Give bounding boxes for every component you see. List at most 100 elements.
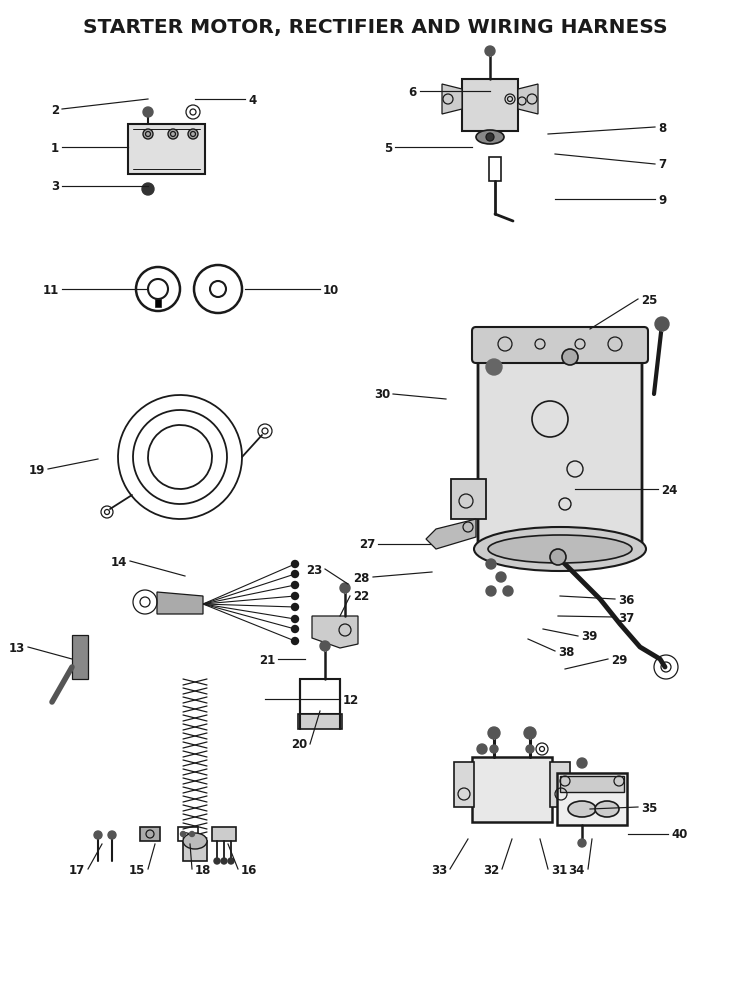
Text: 29: 29 [611, 653, 627, 666]
Text: 25: 25 [641, 293, 657, 307]
Bar [454, 762, 474, 808]
Text: 19: 19 [28, 463, 45, 476]
Text: 6: 6 [409, 86, 417, 99]
Circle shape [108, 831, 116, 839]
Circle shape [526, 745, 534, 753]
Circle shape [496, 573, 506, 583]
Text: 36: 36 [618, 593, 634, 605]
Circle shape [292, 603, 298, 611]
Circle shape [292, 638, 298, 645]
Ellipse shape [595, 802, 619, 817]
Text: 21: 21 [259, 653, 275, 666]
Polygon shape [312, 616, 358, 649]
Circle shape [143, 130, 153, 140]
Polygon shape [72, 635, 88, 679]
Bar [298, 714, 342, 730]
Text: 22: 22 [353, 590, 369, 602]
Text: 16: 16 [241, 863, 257, 876]
Circle shape [655, 317, 669, 331]
Polygon shape [426, 520, 476, 549]
Circle shape [490, 745, 498, 753]
Bar [489, 158, 501, 181]
Text: 30: 30 [374, 388, 390, 401]
Text: 4: 4 [248, 94, 256, 106]
Circle shape [292, 561, 298, 568]
Bar [212, 827, 236, 841]
Circle shape [562, 350, 578, 366]
Circle shape [292, 593, 298, 599]
Text: 23: 23 [306, 563, 322, 576]
Circle shape [485, 47, 495, 57]
Circle shape [94, 831, 102, 839]
Circle shape [292, 571, 298, 578]
Circle shape [292, 616, 298, 623]
Text: 24: 24 [661, 483, 677, 496]
Circle shape [477, 744, 487, 754]
Circle shape [486, 360, 502, 376]
Bar [183, 841, 207, 861]
Bar [472, 757, 552, 822]
Text: 39: 39 [581, 630, 597, 643]
Text: 34: 34 [568, 863, 585, 876]
Text: 10: 10 [323, 283, 339, 296]
Text: 8: 8 [658, 121, 666, 134]
Ellipse shape [474, 528, 646, 572]
Text: 38: 38 [558, 645, 574, 658]
Text: 17: 17 [69, 863, 85, 876]
Text: 1: 1 [51, 141, 59, 155]
Text: 3: 3 [51, 180, 59, 193]
Polygon shape [157, 593, 203, 614]
Bar [128, 125, 205, 175]
Polygon shape [442, 85, 462, 115]
Circle shape [578, 839, 586, 847]
Text: 31: 31 [551, 863, 567, 876]
Circle shape [340, 584, 350, 594]
Circle shape [143, 107, 153, 118]
Text: 20: 20 [291, 738, 307, 750]
Circle shape [292, 582, 298, 589]
Ellipse shape [183, 833, 207, 849]
Text: 33: 33 [430, 863, 447, 876]
Text: 28: 28 [353, 571, 370, 584]
Text: 13: 13 [9, 641, 25, 654]
Text: 27: 27 [358, 538, 375, 551]
Text: 37: 37 [618, 611, 634, 624]
Ellipse shape [488, 535, 632, 563]
Text: 40: 40 [671, 827, 687, 841]
Circle shape [228, 858, 234, 864]
Circle shape [188, 130, 198, 140]
Circle shape [221, 858, 227, 864]
Circle shape [550, 549, 566, 565]
Text: 9: 9 [658, 193, 666, 206]
FancyBboxPatch shape [478, 342, 642, 557]
Circle shape [142, 183, 154, 196]
Text: 5: 5 [384, 141, 392, 155]
Circle shape [181, 831, 185, 837]
Text: 32: 32 [483, 863, 499, 876]
Circle shape [486, 559, 496, 570]
Circle shape [486, 587, 496, 597]
Circle shape [577, 758, 587, 768]
Circle shape [524, 728, 536, 740]
Text: 15: 15 [129, 863, 145, 876]
Circle shape [292, 626, 298, 633]
Circle shape [486, 134, 494, 142]
Circle shape [503, 587, 513, 597]
Circle shape [214, 858, 220, 864]
Text: 14: 14 [111, 555, 127, 568]
Circle shape [168, 130, 178, 140]
Bar [557, 773, 627, 825]
Text: 11: 11 [43, 283, 59, 296]
Bar [155, 300, 161, 308]
Bar [560, 776, 624, 792]
Bar [451, 479, 486, 520]
Bar [550, 762, 570, 808]
Bar [140, 827, 160, 841]
Text: 2: 2 [51, 104, 59, 116]
Ellipse shape [568, 802, 596, 817]
Bar [462, 80, 518, 132]
Bar [300, 679, 340, 714]
Text: 35: 35 [641, 801, 657, 813]
Text: STARTER MOTOR, RECTIFIER AND WIRING HARNESS: STARTER MOTOR, RECTIFIER AND WIRING HARN… [82, 19, 668, 37]
Polygon shape [518, 85, 538, 115]
